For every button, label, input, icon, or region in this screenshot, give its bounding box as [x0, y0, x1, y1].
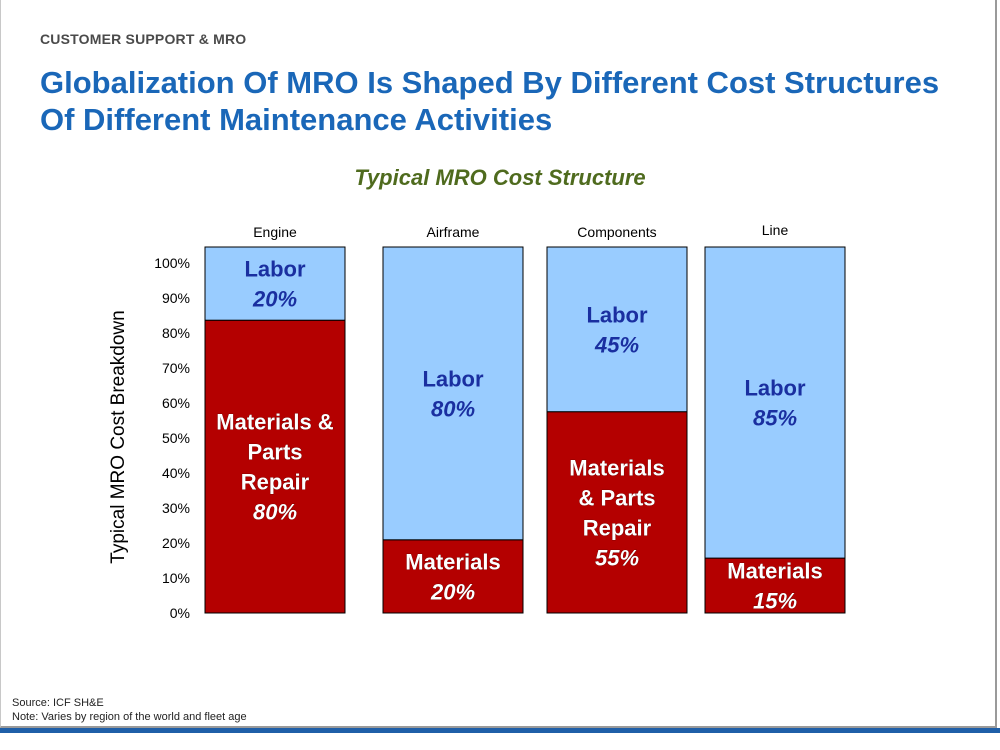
labor-segment-label: 80%: [431, 396, 475, 421]
materials-segment-label: & Parts: [578, 485, 655, 510]
materials-segment-label: Repair: [583, 515, 652, 540]
materials-segment-label: 20%: [430, 579, 475, 604]
labor-segment-label: Labor: [422, 366, 484, 391]
labor-segment-label: Labor: [586, 302, 648, 327]
materials-segment-label: 55%: [595, 545, 639, 570]
materials-segment-label: Materials &: [216, 410, 333, 435]
materials-bar-segment: [382, 539, 524, 614]
y-tick-label: 100%: [154, 255, 190, 271]
y-tick-label: 80%: [162, 325, 190, 341]
materials-segment-label: Repair: [241, 470, 310, 495]
labor-segment-label: Labor: [744, 376, 806, 401]
labor-segment-label: Labor: [244, 257, 306, 282]
bottom-rule: [0, 728, 1000, 733]
materials-segment-label: 15%: [753, 589, 797, 614]
labor-bar-segment: [382, 246, 524, 541]
stacked-bar-chart: 0% 10% 20% 30% 40% 50% 60% 70% 80% 90% 100% Typical…: [108, 222, 846, 621]
variance-note: Note: Varies by region of the world and …: [12, 711, 247, 723]
labor-segment-label: 85%: [753, 406, 797, 431]
labor-bar-segment: [704, 246, 846, 559]
materials-segment-label: Materials: [727, 559, 822, 584]
y-axis-title: Typical MRO Cost Breakdown: [108, 310, 129, 563]
y-tick-label: 70%: [162, 360, 190, 376]
materials-bar-segment: [546, 411, 688, 614]
y-tick-label: 10%: [162, 570, 190, 586]
y-tick-label: 60%: [162, 395, 190, 411]
source-note: Source: ICF SH&E: [12, 697, 104, 709]
labor-bar-segment: [546, 246, 688, 413]
labor-segment-label: 20%: [252, 287, 297, 312]
section-label: CUSTOMER SUPPORT & MRO: [40, 31, 247, 47]
materials-segment-label: 80%: [253, 500, 297, 525]
category-label: Engine: [253, 224, 297, 240]
chart-title: Typical MRO Cost Structure: [354, 165, 646, 190]
category-label: Components: [577, 224, 656, 240]
page-title: Globalization Of MRO Is Shaped By Differ…: [40, 65, 940, 137]
materials-segment-label: Materials: [405, 549, 500, 574]
y-tick-label: 50%: [162, 430, 190, 446]
materials-bar-segment: [704, 557, 846, 614]
materials-segment-label: Materials: [569, 455, 664, 480]
slide-frame: [0, 0, 997, 728]
y-tick-label: 40%: [162, 465, 190, 481]
category-label: Line: [762, 222, 789, 238]
y-tick-label: 90%: [162, 290, 190, 306]
materials-bar-segment: [204, 319, 346, 614]
labor-bar-segment: [204, 246, 346, 321]
materials-segment-label: Parts: [247, 440, 302, 465]
y-tick-label: 0%: [170, 605, 190, 621]
category-label: Airframe: [427, 224, 480, 240]
y-tick-label: 20%: [162, 535, 190, 551]
labor-segment-label: 45%: [594, 332, 639, 357]
y-tick-label: 30%: [162, 500, 190, 516]
